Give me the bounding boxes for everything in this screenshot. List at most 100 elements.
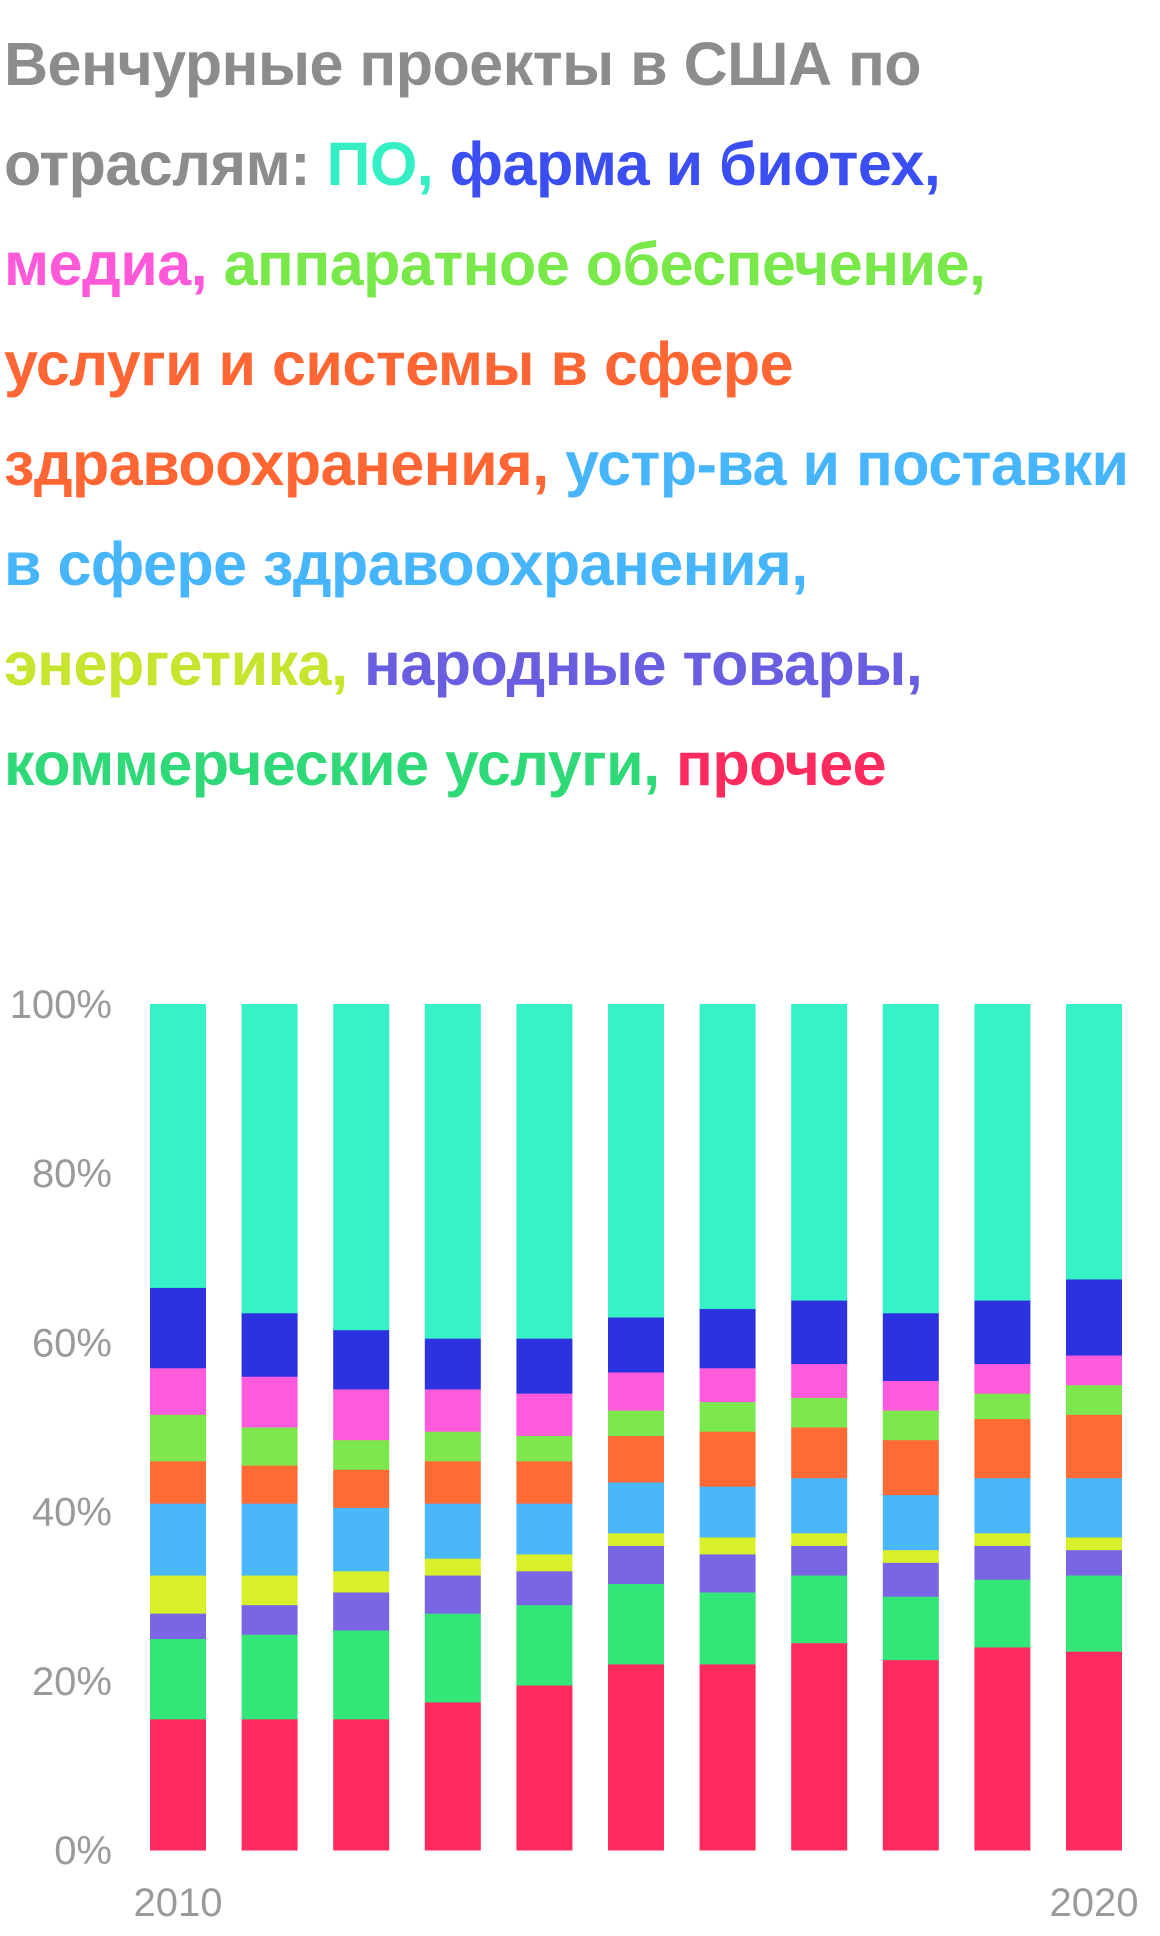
chart-title-segment: народные товары	[363, 630, 906, 698]
bar-segment	[516, 1570, 573, 1606]
y-tick-label: 20%	[32, 1660, 112, 1704]
chart-title-segment: медиа	[4, 230, 191, 298]
y-tick-label: 80%	[32, 1152, 112, 1196]
bar-segment	[791, 1363, 848, 1398]
bar-segment	[516, 1503, 573, 1555]
y-tick-label: 40%	[32, 1491, 112, 1535]
bar-segment	[974, 1300, 1031, 1365]
bar-segment	[1066, 1414, 1122, 1479]
bar-segment	[699, 1367, 756, 1403]
bar-segment	[608, 1317, 664, 1373]
chart-title-segment: услуги и системы в сфере здравоохранения	[4, 330, 794, 498]
stacked-bar-chart: 0% 20% 40% 60% 80% 100% 2010 2020	[10, 983, 1139, 1925]
bar-segment	[882, 1596, 939, 1661]
bar-segment	[791, 1575, 848, 1644]
y-tick-label: 0%	[54, 1829, 112, 1873]
bar-segment	[791, 1642, 848, 1851]
chart-title-segment: ,	[416, 130, 450, 198]
bar-segment	[882, 1410, 939, 1441]
chart-title: Венчурные проекты в США по отраслям: ПО,…	[4, 14, 1154, 814]
x-tick-label: 2010	[134, 1881, 223, 1925]
bar-segment	[241, 1427, 298, 1466]
bar-segment	[1066, 1536, 1122, 1551]
y-tick-label: 100%	[10, 983, 112, 1027]
bar-segment	[241, 1575, 298, 1606]
bar-segment	[974, 1579, 1031, 1648]
bar-segment	[699, 1431, 756, 1487]
bar-segment	[1066, 1477, 1122, 1538]
bar-segment	[882, 1549, 939, 1563]
bar-segment	[791, 1300, 848, 1365]
bar-segment	[150, 1503, 206, 1576]
chart-title-segment: прочее	[675, 730, 887, 798]
bar-segment	[608, 1410, 664, 1436]
bar-segment	[974, 1545, 1031, 1580]
bar-segment	[882, 1439, 939, 1496]
y-tick-label: 60%	[32, 1321, 112, 1365]
bar-segment	[333, 1388, 390, 1441]
bar-segment	[241, 1604, 298, 1635]
chart-title-segment: ,	[791, 530, 808, 598]
bar-segment	[333, 1507, 390, 1572]
bar-segment	[699, 1663, 756, 1851]
bar-segment	[516, 1435, 573, 1462]
bar-segment	[974, 1363, 1031, 1394]
bar-segment	[791, 1427, 848, 1479]
bar-segment	[241, 1004, 298, 1314]
chart-title-prefix: Венчурные проекты в США по отраслям:	[4, 30, 922, 198]
bar-segment	[791, 1532, 848, 1546]
bar-segment	[1066, 1004, 1122, 1280]
bar-segment	[1066, 1384, 1122, 1415]
bar-segment	[608, 1663, 664, 1851]
bar-segment	[882, 1004, 939, 1314]
bar-segment	[424, 1004, 481, 1339]
bar-segment	[424, 1388, 481, 1432]
bar-segment	[150, 1460, 206, 1504]
bar-segment	[424, 1613, 481, 1703]
bar-segment	[974, 1393, 1031, 1420]
bar-segment	[882, 1659, 939, 1851]
bar-segment	[1066, 1651, 1122, 1851]
bar-segment	[791, 1477, 848, 1534]
bar-segment	[241, 1376, 298, 1428]
bar-segment	[424, 1503, 481, 1559]
bar-segment	[241, 1503, 298, 1576]
bar-segment	[608, 1435, 664, 1483]
bar-segment	[424, 1575, 481, 1614]
bar-segment	[1066, 1355, 1122, 1386]
chart-title-segment: коммерческие услуги	[4, 730, 644, 798]
bar-segment	[882, 1494, 939, 1551]
chart-title-segment: ,	[532, 430, 566, 498]
bar-segment	[150, 1613, 206, 1639]
bar-segment	[608, 1532, 664, 1546]
bar-segment	[424, 1558, 481, 1576]
bar-segment	[699, 1536, 756, 1555]
bar-segment	[333, 1439, 390, 1470]
chart-title-segment: ,	[969, 230, 986, 298]
bar-segment	[516, 1553, 573, 1572]
bar-segment	[699, 1591, 756, 1665]
x-tick-label: 2020	[1050, 1881, 1139, 1925]
chart-title-segment: энергетика	[4, 630, 332, 698]
chart-title-segment: устр-ва и поставки в сфере здравоохранен…	[4, 430, 1129, 598]
chart-title-segment: ПО	[326, 130, 417, 198]
bar-segment	[516, 1338, 573, 1394]
bar-segment	[699, 1308, 756, 1369]
bar-segment	[424, 1701, 481, 1851]
bar-segment	[1066, 1549, 1122, 1576]
bar-segment	[333, 1329, 390, 1390]
bar-segment	[699, 1004, 756, 1310]
bar-segment	[150, 1575, 206, 1614]
bar-segment	[424, 1338, 481, 1390]
bar-segment	[699, 1401, 756, 1432]
bar-segment	[424, 1431, 481, 1462]
bar-segment	[150, 1287, 206, 1369]
bar-segment	[699, 1553, 756, 1593]
bar-segment	[974, 1646, 1031, 1851]
bar-segment	[516, 1604, 573, 1686]
bar-segment	[241, 1634, 298, 1720]
bar-segment	[150, 1414, 206, 1462]
chart-title-segment: фарма и биотех	[449, 130, 925, 198]
bar-segment	[974, 1532, 1031, 1546]
bar-segment	[150, 1638, 206, 1720]
